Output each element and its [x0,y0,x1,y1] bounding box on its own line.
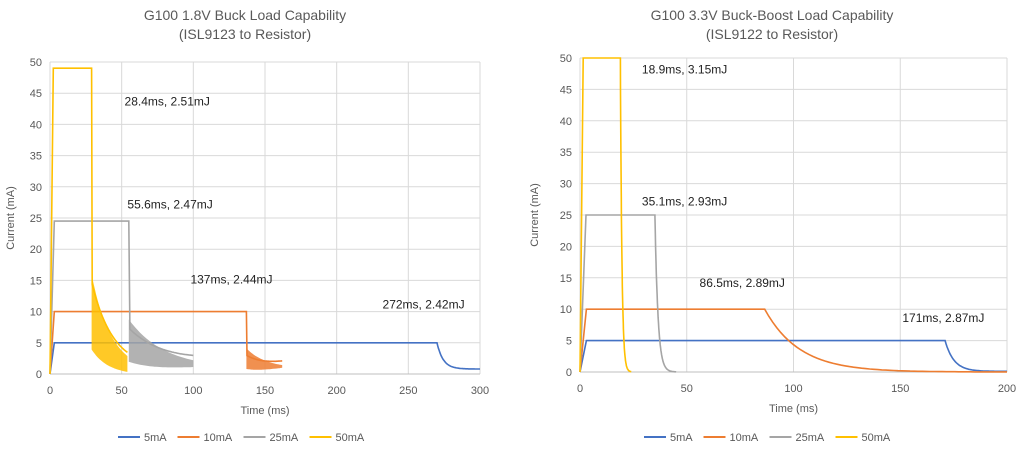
x-tick-label: 200 [327,385,345,397]
y-tick-label: 40 [560,116,572,128]
x-axis-label: Time (ms) [240,405,289,417]
y-tick-label: 10 [560,304,572,316]
x-tick-label: 300 [471,385,489,397]
legend-item-10mA: 10mA [177,432,233,444]
legend-label: 10mA [204,432,233,444]
series-line-50mA [579,57,632,373]
chart-subtitle: (ISL9122 to Resistor) [706,26,838,42]
legend-label: 5mA [144,432,167,444]
series-line-5mA [49,342,480,375]
y-tick-label: 15 [30,275,42,287]
series-line-10mA [579,308,1007,373]
y-tick-label: 30 [560,179,572,191]
x-axis-label: Time (ms) [769,403,818,415]
legend-label: 25mA [796,432,825,444]
y-tick-label: 40 [30,119,42,131]
legend-item-25mA: 25mA [243,432,299,444]
y-axis-label: Current (mA) [5,186,17,250]
y-tick-label: 25 [560,210,572,222]
y-axis-label: Current (mA) [529,183,541,247]
data-annotation: 137ms, 2.44mJ [190,273,272,287]
data-annotation: 28.4ms, 2.51mJ [125,95,210,109]
chart-subtitle: (ISL9123 to Resistor) [179,26,311,42]
legend-label: 5mA [670,432,693,444]
data-annotation: 35.1ms, 2.93mJ [642,195,727,209]
legend-item-50mA: 50mA [309,432,365,444]
y-tick-label: 35 [30,151,42,163]
x-tick-label: 200 [998,383,1016,395]
legend-label: 25mA [270,432,299,444]
series-line-25mA [579,214,677,373]
x-tick-label: 50 [116,385,128,397]
x-tick-label: 0 [47,385,53,397]
x-tick-label: 150 [891,383,909,395]
chart-buck-boost: G100 3.3V Buck-Boost Load Capability (ISL… [529,7,1016,444]
series-noise-band-50mA [91,274,128,372]
data-annotation: 86.5ms, 2.89mJ [700,276,785,290]
data-annotation: 18.9ms, 3.15mJ [642,63,727,77]
y-tick-label: 30 [30,182,42,194]
x-tick-label: 0 [577,383,583,395]
series-noise-band-10mA [246,348,283,370]
y-tick-label: 0 [566,367,572,379]
y-tick-label: 20 [30,244,42,256]
y-tick-label: 45 [560,84,572,96]
legend-label: 10mA [730,432,759,444]
chart-title: G100 3.3V Buck-Boost Load Capability [651,7,894,23]
legend-label: 50mA [336,432,365,444]
legend-item-50mA: 50mA [835,432,891,444]
series-noise-band-25mA [128,319,194,368]
x-tick-label: 100 [184,385,202,397]
y-tick-label: 5 [566,336,572,348]
y-tick-label: 5 [36,338,42,350]
y-tick-label: 50 [560,53,572,65]
chart-buck: G100 1.8V Buck Load Capability (ISL9123 t… [5,7,489,444]
data-annotation: 171ms, 2.87mJ [902,311,984,325]
y-tick-label: 25 [30,213,42,225]
x-tick-label: 250 [399,385,417,397]
y-tick-label: 15 [560,273,572,285]
legend-item-5mA: 5mA [644,432,693,444]
legend-item-25mA: 25mA [769,432,825,444]
y-tick-label: 0 [36,369,42,381]
x-tick-label: 150 [256,385,274,397]
legend-label: 50mA [862,432,891,444]
legend-item-5mA: 5mA [118,432,167,444]
y-tick-label: 45 [30,88,42,100]
y-tick-label: 50 [30,57,42,69]
y-tick-label: 10 [30,307,42,319]
x-tick-label: 50 [681,383,693,395]
data-annotation: 55.6ms, 2.47mJ [127,198,212,212]
y-tick-label: 20 [560,241,572,253]
data-annotation: 272ms, 2.42mJ [383,297,465,311]
x-tick-label: 100 [784,383,802,395]
y-tick-label: 35 [560,147,572,159]
chart-title: G100 1.8V Buck Load Capability [144,7,346,23]
legend-item-10mA: 10mA [703,432,759,444]
